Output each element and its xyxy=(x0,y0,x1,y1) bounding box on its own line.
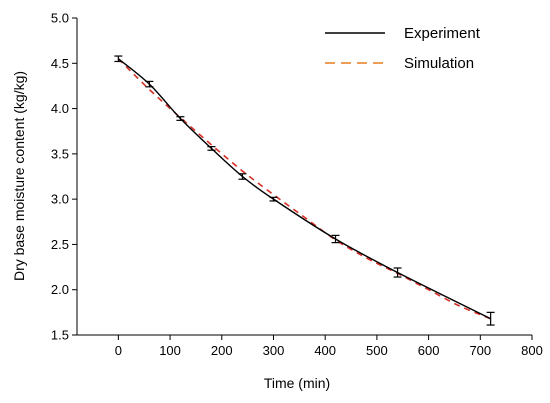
error-bar-6 xyxy=(331,234,340,244)
x-tick-label-6: 600 xyxy=(418,343,440,358)
legend-label-simulation: Simulation xyxy=(404,55,474,72)
series-line-simulation xyxy=(117,58,491,320)
x-tick-label-7: 700 xyxy=(469,343,491,358)
error-bar-5 xyxy=(269,196,278,202)
x-axis-title: Time (min) xyxy=(264,375,330,391)
error-bar-8 xyxy=(486,311,495,326)
y-tick-label-0: 1.5 xyxy=(51,328,69,343)
x-tick-label-5: 500 xyxy=(366,343,388,358)
x-tick-label-0: 0 xyxy=(115,343,122,358)
y-tick-label-5: 4.0 xyxy=(51,101,69,116)
y-tick-label-7: 5.0 xyxy=(51,11,69,26)
error-bar-7 xyxy=(393,267,402,278)
y-tick-label-4: 3.5 xyxy=(51,146,69,161)
x-tick-label-2: 200 xyxy=(211,343,233,358)
y-tick-label-1: 2.0 xyxy=(51,282,69,297)
error-bar-0 xyxy=(114,55,123,63)
y-tick-label-2: 2.5 xyxy=(51,237,69,252)
x-tick-label-1: 100 xyxy=(159,343,181,358)
legend-label-experiment: Experiment xyxy=(404,25,481,42)
y-axis-title: Dry base moisture content (kg/kg) xyxy=(11,71,27,281)
y-tick-label-3: 3.0 xyxy=(51,192,69,207)
x-tick-label-4: 400 xyxy=(314,343,336,358)
error-bar-2 xyxy=(176,116,185,121)
error-bar-1 xyxy=(145,80,154,88)
error-bar-4 xyxy=(238,173,247,180)
series-layer xyxy=(114,55,495,326)
x-tick-label-3: 300 xyxy=(263,343,285,358)
x-tick-label-8: 800 xyxy=(521,343,543,358)
y-tick-label-6: 4.5 xyxy=(51,56,69,71)
error-bar-3 xyxy=(207,146,216,151)
legend: Experiment Simulation xyxy=(325,25,481,72)
series-line-experiment xyxy=(117,58,491,320)
axes: 1.5 2.0 2.5 3.0 3.5 4.0 4.5 5.0 0 100 200 300 400 500… xyxy=(51,11,543,359)
